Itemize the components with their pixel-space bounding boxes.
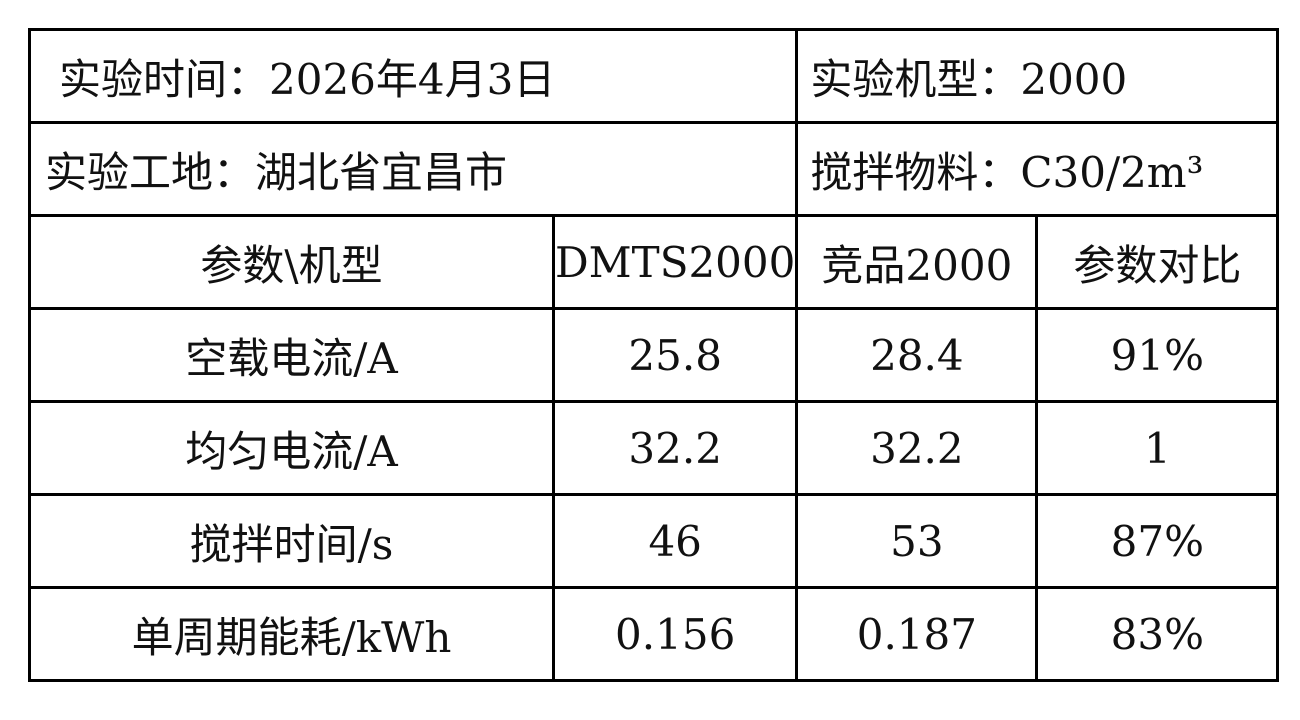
info-cell: 搅拌物料：C30/2m³ bbox=[795, 121, 1280, 217]
table-cell: 28.4 bbox=[795, 307, 1039, 403]
table-cell: 87% bbox=[1035, 493, 1280, 589]
table-cell: 均匀电流/A bbox=[28, 400, 555, 496]
table-cell: 91% bbox=[1035, 307, 1280, 403]
table-row: 参数\机型 DMTS2000 竞品2000 参数对比 bbox=[28, 214, 1280, 310]
table-row: 搅拌时间/s 46 53 87% bbox=[28, 493, 1280, 589]
info-cell: 实验机型：2000 bbox=[795, 28, 1280, 124]
table-cell: 53 bbox=[795, 493, 1039, 589]
table-row: 单周期能耗/kWh 0.156 0.187 83% bbox=[28, 586, 1280, 682]
table-row: 空载电流/A 25.8 28.4 91% bbox=[28, 307, 1280, 403]
table-cell: 0.187 bbox=[795, 586, 1039, 682]
table-row: 实验工地：湖北省宜昌市 搅拌物料：C30/2m³ bbox=[27, 121, 1280, 217]
table-cell: 单周期能耗/kWh bbox=[28, 586, 555, 682]
info-cell: 实验时间：2026年4月3日 bbox=[27, 28, 799, 124]
table-cell: 83% bbox=[1035, 586, 1280, 682]
table-cell: 46 bbox=[551, 493, 799, 589]
table-cell: 参数对比 bbox=[1035, 214, 1280, 310]
info-cell: 实验工地：湖北省宜昌市 bbox=[27, 121, 799, 217]
table-cell: 25.8 bbox=[551, 307, 799, 403]
table-cell: 32.2 bbox=[551, 400, 799, 496]
table-cell: DMTS2000 bbox=[551, 214, 799, 310]
table-cell: 搅拌时间/s bbox=[28, 493, 555, 589]
table-cell: 参数\机型 bbox=[28, 214, 555, 310]
comparison-table: 实验时间：2026年4月3日 实验机型：2000 实验工地：湖北省宜昌市 搅拌物料：C… bbox=[27, 28, 1280, 682]
table-row: 实验时间：2026年4月3日 实验机型：2000 bbox=[27, 28, 1280, 124]
table-row: 均匀电流/A 32.2 32.2 1 bbox=[28, 400, 1280, 496]
table-cell: 1 bbox=[1035, 400, 1280, 496]
table-cell: 空载电流/A bbox=[28, 307, 555, 403]
table-cell: 0.156 bbox=[551, 586, 799, 682]
table-cell: 32.2 bbox=[795, 400, 1039, 496]
table-cell: 竞品2000 bbox=[795, 214, 1039, 310]
